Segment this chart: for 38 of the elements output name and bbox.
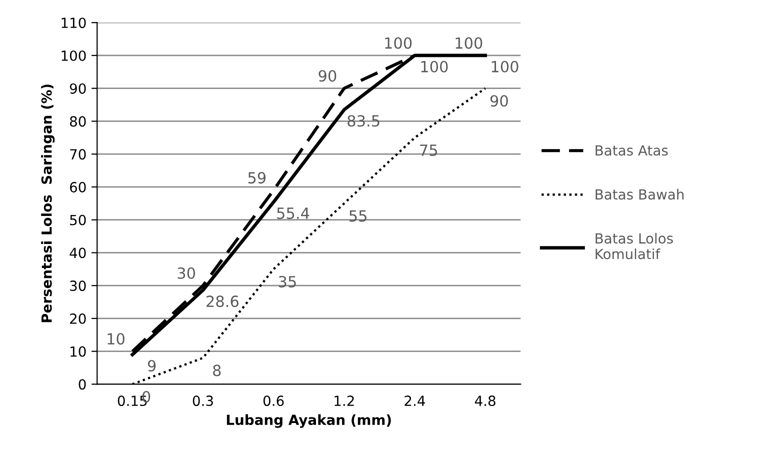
data-label: 100: [492, 60, 518, 72]
y-tick-label: 80: [70, 116, 86, 127]
data-label: 10: [108, 333, 124, 345]
y-axis-title: Persentasi Lolos Saringan (%): [41, 84, 55, 322]
data-label: 75: [420, 144, 437, 156]
data-label: 35: [278, 276, 296, 288]
x-tick-label: 1.2: [334, 396, 354, 406]
data-label: 55: [349, 210, 366, 222]
data-label: 100: [456, 37, 482, 49]
legend-label: Batas Bawah: [596, 188, 684, 200]
data-label: 100: [385, 37, 412, 49]
x-tick-label: 4.8: [474, 396, 496, 406]
data-label: 30: [178, 267, 196, 279]
data-label: 90: [318, 70, 336, 82]
y-tick-label: 0: [78, 379, 86, 390]
y-tick-label: 90: [70, 83, 86, 94]
x-tick-label: 2.4: [404, 396, 425, 406]
data-label: 100: [421, 60, 448, 72]
y-tick-label: 20: [70, 313, 86, 324]
data-label: 55.4: [277, 208, 310, 220]
data-label: 9: [148, 360, 156, 372]
y-tick-label: 50: [70, 214, 86, 226]
y-tick-label: 30: [70, 280, 86, 292]
y-tick-label: 40: [70, 248, 86, 258]
legend-label: Batas Atas: [596, 145, 668, 156]
data-label: 90: [490, 95, 508, 107]
data-label: 28.6: [206, 296, 238, 308]
y-tick-label: 110: [62, 18, 86, 28]
legend-label: Batas Lolos Komulatif: [596, 232, 673, 260]
x-tick-label: 0.3: [192, 396, 213, 406]
data-label: 59: [248, 172, 266, 184]
x-axis-title: Lubang Ayakan (mm): [226, 414, 391, 428]
data-label: 8: [213, 364, 221, 376]
y-tick-label: 10: [70, 346, 86, 357]
y-tick-label: 60: [70, 182, 86, 192]
y-tick-label: 70: [70, 149, 86, 160]
y-tick-label: 100: [62, 50, 86, 61]
x-tick-label: 0.6: [263, 396, 284, 406]
